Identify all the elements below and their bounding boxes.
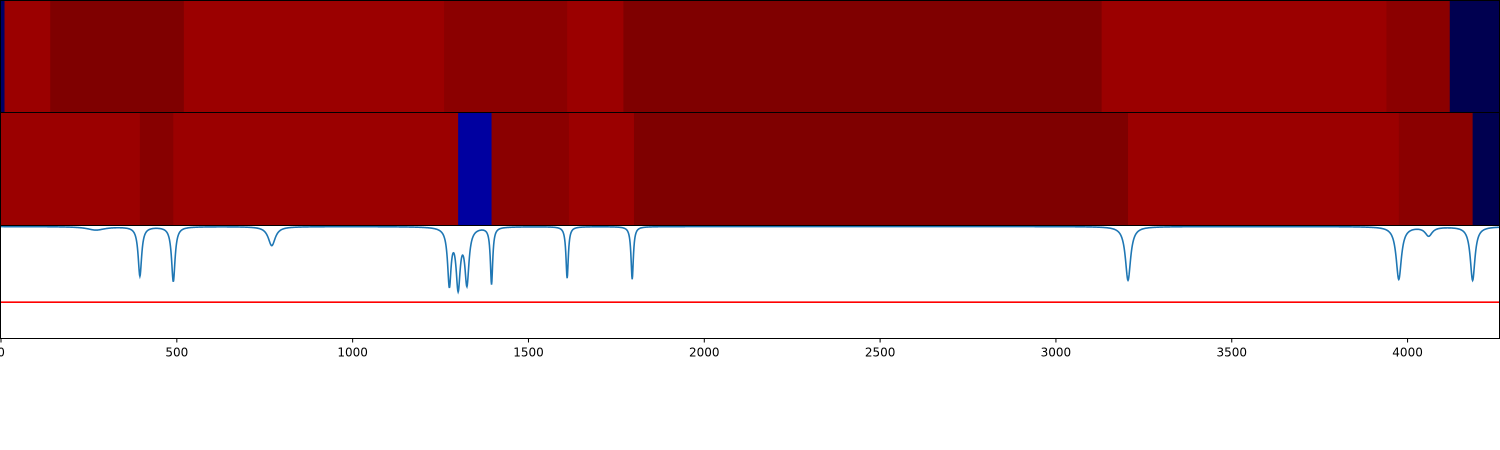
heat-segment-1-7 [1128,113,1400,225]
x-axis: 0 500 1000 1500 2000 2500 3000 3500 4000 [0,338,1423,360]
x-tick-label: 500 [165,346,188,360]
x-tick-label: 3000 [1041,346,1072,360]
heat-segment-0-7 [1101,1,1387,112]
heat-segment-1-3 [458,113,493,225]
heat-segment-0-8 [1386,1,1451,112]
heat-segment-1-0 [1,113,141,225]
heat-segment-1-6 [633,113,1129,225]
heat-segment-0-9 [1449,1,1500,112]
panel-frame-2 [0,225,1500,339]
heat-segment-0-6 [623,1,1103,112]
x-tick-label: 0 [0,346,5,360]
signal-line-panel [1,226,1499,303]
heat-segment-0-5 [567,1,624,112]
heat-segment-1-4 [491,113,570,225]
heat-strip-bottom [1,113,1500,225]
heat-segment-1-5 [568,113,635,225]
x-tick-label: 2000 [689,346,720,360]
x-tick-label: 1500 [513,346,544,360]
x-tick-label: 3500 [1216,346,1247,360]
x-tick-label: 2500 [865,346,896,360]
heat-segment-1-2 [173,113,459,225]
x-tick-label: 4000 [1392,346,1423,360]
heat-segment-0-1 [4,1,51,112]
x-tick-label: 1000 [337,346,368,360]
heat-segment-0-3 [183,1,445,112]
signal-line [1,226,1499,295]
heat-segment-0-0 [1,1,6,112]
heat-segment-0-2 [50,1,185,112]
heat-segment-0-4 [444,1,568,112]
heat-segment-1-8 [1398,113,1474,225]
heat-segment-1-9 [1472,113,1500,225]
heat-segment-1-1 [139,113,174,225]
heat-strip-top [1,1,1500,112]
